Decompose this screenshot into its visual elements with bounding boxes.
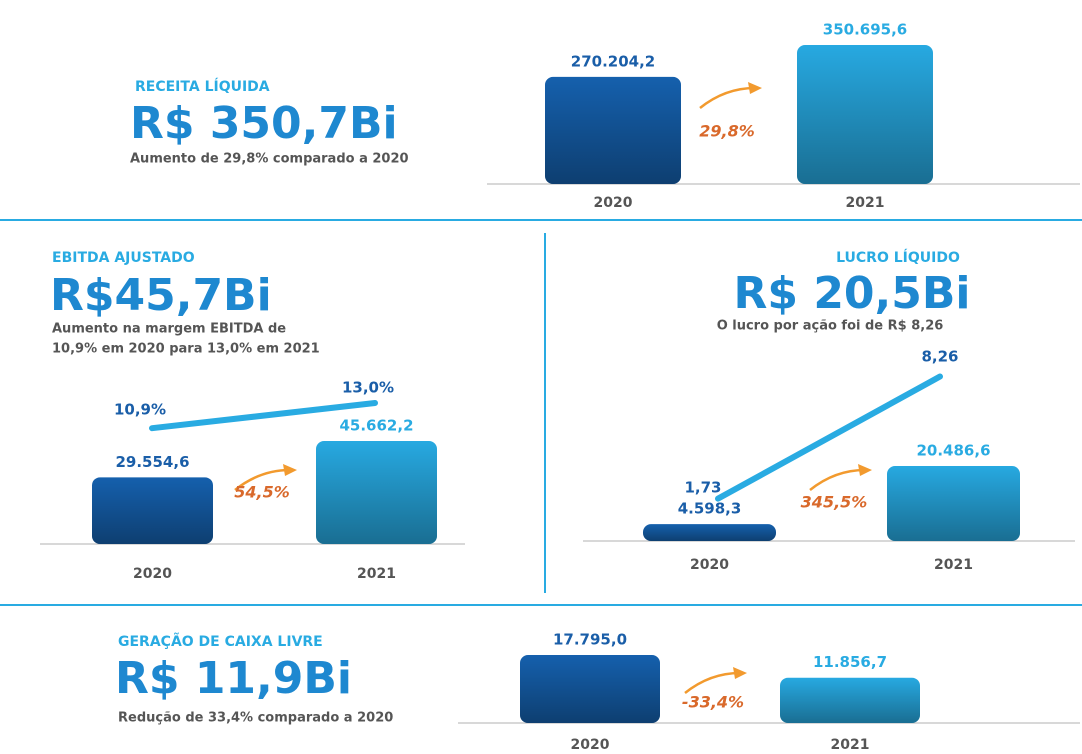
arrow bbox=[684, 671, 741, 694]
subtitle: Redução de 33,4% comparado a 2020 bbox=[118, 711, 393, 726]
arrow bbox=[809, 468, 866, 491]
bar-shade bbox=[887, 466, 1020, 541]
value-label: 29.554,6 bbox=[115, 453, 189, 471]
x-tick-label: 2020 bbox=[133, 566, 172, 582]
x-tick-label: 2021 bbox=[831, 737, 870, 753]
section-label: RECEITA LÍQUIDA bbox=[135, 78, 270, 95]
headline: R$ 20,5Bi bbox=[734, 268, 971, 319]
value-label: 17.795,0 bbox=[553, 631, 627, 649]
bar-shade bbox=[797, 45, 933, 184]
line-label: 10,9% bbox=[114, 401, 166, 419]
line bbox=[149, 400, 378, 432]
bar-shade bbox=[643, 524, 776, 541]
arrow-head bbox=[733, 667, 747, 679]
arrow bbox=[699, 86, 756, 109]
bar-shade bbox=[92, 477, 213, 544]
x-tick-label: 2021 bbox=[846, 195, 885, 211]
value-label: 20.486,6 bbox=[916, 442, 990, 460]
headline: R$ 11,9Bi bbox=[115, 653, 352, 704]
x-tick-label: 2020 bbox=[571, 737, 610, 753]
line-label: 13,0% bbox=[342, 379, 394, 397]
section-label: LUCRO LÍQUIDO bbox=[836, 249, 960, 266]
growth-label: 29,8% bbox=[699, 122, 755, 141]
bar-shade bbox=[520, 655, 660, 723]
growth-label: -33,4% bbox=[682, 693, 744, 712]
x-tick-label: 2020 bbox=[690, 557, 729, 573]
section-label: EBITDA AJUSTADO bbox=[52, 250, 195, 266]
arrow-head bbox=[858, 464, 872, 476]
subtitle: Aumento na margem EBITDA de bbox=[52, 322, 286, 337]
value-label: 45.662,2 bbox=[339, 417, 413, 435]
bar-shade bbox=[545, 76, 681, 184]
value-label: 350.695,6 bbox=[823, 21, 907, 39]
value-label: 11.856,7 bbox=[813, 653, 887, 671]
headline: R$45,7Bi bbox=[50, 270, 272, 321]
subtitle: O lucro por ação foi de R$ 8,26 bbox=[717, 319, 944, 334]
x-tick-label: 2021 bbox=[934, 557, 973, 573]
bar-shade bbox=[316, 441, 437, 544]
subtitle: 10,9% em 2020 para 13,0% em 2021 bbox=[52, 342, 320, 357]
bar-shade bbox=[780, 677, 920, 723]
value-label: 4.598,3 bbox=[678, 500, 742, 518]
line bbox=[715, 373, 943, 502]
x-tick-label: 2020 bbox=[594, 195, 633, 211]
arrow-head bbox=[283, 464, 297, 476]
x-tick-label: 2021 bbox=[357, 566, 396, 582]
headline: R$ 350,7Bi bbox=[130, 98, 398, 149]
growth-label: 345,5% bbox=[801, 493, 868, 512]
subtitle: Aumento de 29,8% comparado a 2020 bbox=[130, 152, 409, 167]
line-label: 1,73 bbox=[684, 479, 721, 497]
arrow-head bbox=[748, 82, 762, 94]
value-label: 270.204,2 bbox=[571, 52, 655, 70]
line-label: 8,26 bbox=[921, 348, 958, 366]
growth-label: 54,5% bbox=[234, 483, 290, 502]
section-label: GERAÇÃO DE CAIXA LIVRE bbox=[118, 633, 323, 650]
